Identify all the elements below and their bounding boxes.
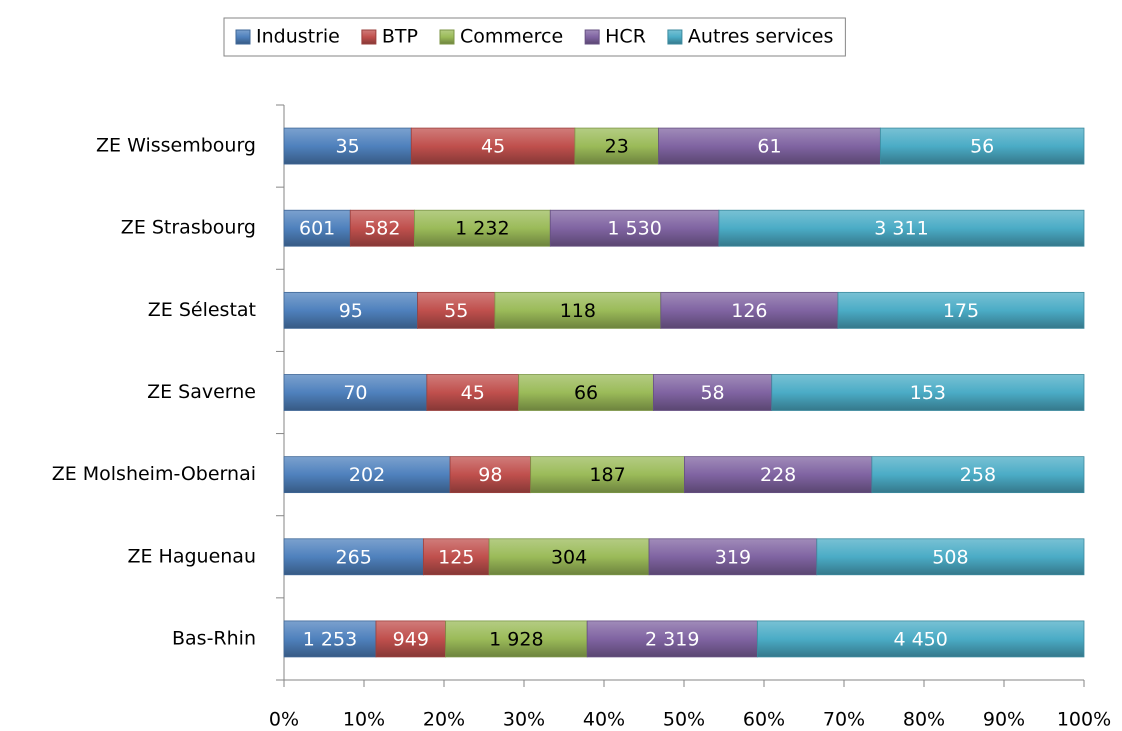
bar-segment	[426, 374, 520, 411]
data-label: 582	[364, 218, 400, 240]
legend-swatch	[235, 29, 251, 45]
legend-swatch	[439, 29, 455, 45]
data-label: 1 530	[607, 218, 661, 240]
x-tick-label: 60%	[743, 709, 785, 731]
bar-segment	[837, 291, 1085, 329]
y-tick-label: ZE Sélestat	[148, 299, 256, 321]
bar-segment	[816, 538, 1085, 576]
legend-label: Commerce	[460, 26, 563, 48]
x-tick-label: 0%	[269, 709, 299, 731]
data-label: 2 319	[645, 628, 699, 650]
bar-segment	[652, 374, 773, 411]
x-tick-label: 40%	[583, 709, 625, 731]
legend-label: BTP	[382, 26, 418, 48]
legend-label: Autres services	[688, 26, 833, 48]
y-tick-label: ZE Strasbourg	[121, 217, 256, 239]
data-label: 66	[574, 382, 598, 404]
x-tick-label: 50%	[663, 709, 705, 731]
x-tick-label: 90%	[983, 709, 1025, 731]
bar-segment	[283, 620, 377, 658]
legend-label: HCR	[605, 26, 646, 48]
data-label: 95	[339, 300, 363, 322]
y-tick-label: ZE Wissembourg	[96, 135, 256, 157]
data-label: 70	[343, 382, 367, 404]
legend-swatch	[584, 29, 600, 45]
bar-segment	[549, 209, 720, 247]
legend-swatch	[667, 29, 683, 45]
data-label: 228	[760, 464, 796, 486]
bar-segment	[771, 374, 1085, 411]
legend: Industrie BTP Commerce HCR Autres services	[223, 17, 846, 57]
bar-segment	[283, 456, 451, 494]
bar-segment	[283, 209, 351, 247]
x-tick-label: 20%	[423, 709, 465, 731]
data-label: 125	[438, 546, 474, 568]
data-label: 56	[970, 136, 994, 158]
data-label: 61	[757, 136, 781, 158]
bar-segment	[530, 456, 685, 494]
data-label: 58	[700, 382, 724, 404]
bar-segment	[518, 374, 654, 411]
bar-segment	[414, 209, 551, 247]
bar-segment	[422, 538, 490, 576]
y-tick-label: ZE Saverne	[147, 381, 256, 403]
data-label: 98	[478, 464, 502, 486]
bar-segment	[660, 291, 839, 329]
data-label: 153	[910, 382, 946, 404]
x-tick-label: 100%	[1057, 709, 1111, 731]
y-tick-label: ZE Haguenau	[127, 545, 256, 567]
data-label: 949	[393, 628, 429, 650]
legend-box	[223, 17, 846, 57]
x-tick-label: 80%	[903, 709, 945, 731]
bar-segment	[375, 620, 447, 658]
data-label: 601	[299, 218, 335, 240]
x-tick-label: 30%	[503, 709, 545, 731]
bar-segment	[449, 456, 532, 494]
x-tick-label: 70%	[823, 709, 865, 731]
data-label: 258	[960, 464, 996, 486]
data-label: 4 450	[893, 628, 947, 650]
data-label: 1 253	[303, 628, 357, 650]
data-label: 304	[551, 546, 587, 568]
legend-swatch	[361, 29, 377, 45]
data-label: 1 232	[455, 218, 509, 240]
bar-segment	[586, 620, 758, 658]
bar-segment	[488, 538, 650, 576]
bar-segment	[574, 127, 659, 165]
data-label: 118	[560, 300, 596, 322]
bar-segment	[871, 456, 1085, 494]
bar-segment	[648, 538, 818, 576]
data-label: 55	[444, 300, 468, 322]
bar-segment	[494, 291, 662, 329]
bar-segment	[283, 374, 428, 411]
data-label: 187	[589, 464, 625, 486]
bar-segment	[283, 291, 418, 329]
data-label: 265	[336, 546, 372, 568]
bar-segment	[283, 538, 424, 576]
data-label: 45	[461, 382, 485, 404]
bar-segment	[718, 209, 1085, 247]
legend-label: Industrie	[256, 26, 340, 48]
data-label: 1 928	[489, 628, 543, 650]
bar-segment	[756, 620, 1085, 658]
data-label: 508	[932, 546, 968, 568]
data-label: 319	[715, 546, 751, 568]
data-label: 23	[605, 136, 629, 158]
data-label: 202	[349, 464, 385, 486]
bar-segment	[879, 127, 1085, 165]
y-tick-label: Bas-Rhin	[172, 627, 256, 649]
data-label: 175	[943, 300, 979, 322]
data-label: 126	[731, 300, 767, 322]
bar-segment	[658, 127, 881, 165]
data-label: 45	[481, 136, 505, 158]
x-tick-label: 10%	[343, 709, 385, 731]
y-tick-label: ZE Molsheim-Obernai	[52, 463, 256, 485]
bar-segment	[684, 456, 873, 494]
data-label: 35	[336, 136, 360, 158]
bar-segment	[417, 291, 496, 329]
data-label: 3 311	[874, 218, 928, 240]
